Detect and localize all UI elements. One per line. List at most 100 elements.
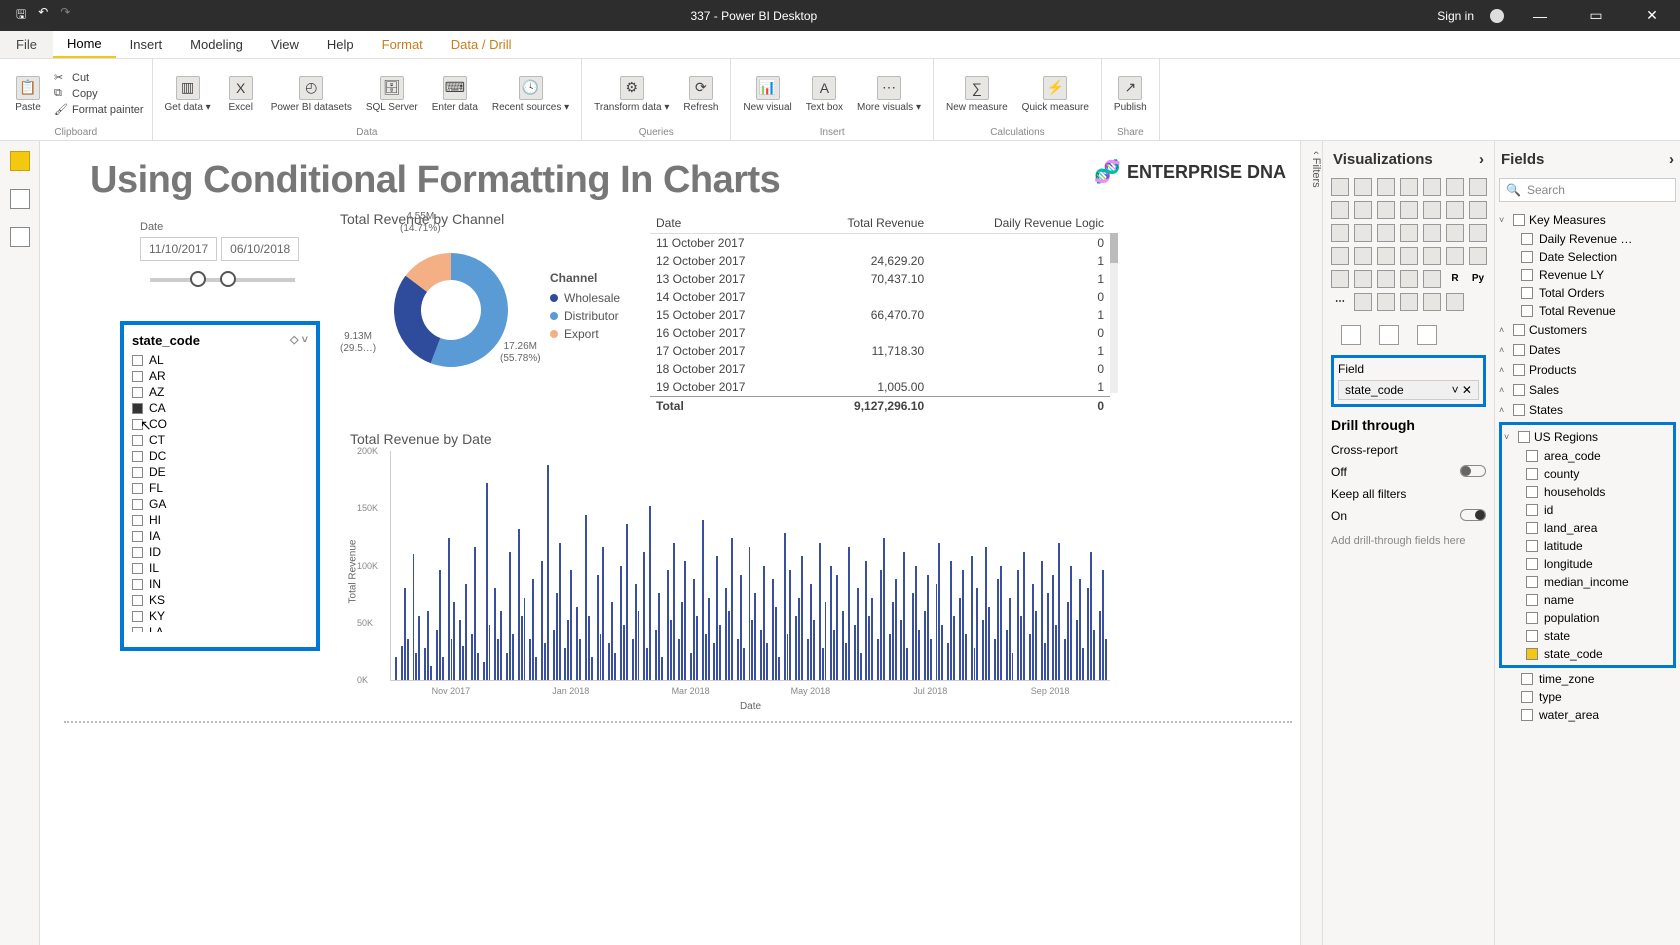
column-bar[interactable]: [620, 566, 622, 681]
column-bar[interactable]: [667, 570, 669, 680]
column-bar[interactable]: [941, 625, 943, 680]
report-view-icon[interactable]: [10, 151, 30, 171]
viz-type-icon[interactable]: [1400, 201, 1418, 219]
keep-filters-toggle[interactable]: [1460, 509, 1486, 521]
viz-type-icon[interactable]: [1423, 224, 1441, 242]
slicer-item[interactable]: IN: [132, 576, 308, 592]
column-bar[interactable]: [451, 639, 453, 680]
vis-pane-collapse-icon[interactable]: ›: [1479, 151, 1484, 168]
redo-icon[interactable]: ↷: [60, 5, 70, 26]
column-bar[interactable]: [1032, 584, 1034, 680]
column-bar[interactable]: [509, 552, 511, 680]
slicer-item[interactable]: IA: [132, 528, 308, 544]
table-node[interactable]: ˄Dates: [1499, 340, 1676, 360]
viz-type-icon[interactable]: [1423, 270, 1441, 288]
column-bar[interactable]: [813, 620, 815, 680]
tab-help[interactable]: Help: [313, 31, 368, 58]
column-bar[interactable]: [658, 593, 660, 680]
column-bar[interactable]: [462, 646, 464, 680]
column-bar[interactable]: [649, 506, 651, 680]
publish-button[interactable]: ↗Publish: [1110, 74, 1151, 115]
column-bar[interactable]: [655, 630, 657, 680]
column-bar[interactable]: [1006, 630, 1008, 680]
column-bar[interactable]: [570, 570, 572, 680]
copy-button[interactable]: ⧉Copy: [54, 87, 144, 101]
undo-icon[interactable]: ↶: [38, 5, 48, 26]
column-bar[interactable]: [965, 634, 967, 680]
column-bar[interactable]: [684, 561, 686, 680]
column-bar[interactable]: [459, 620, 461, 680]
column-bar[interactable]: [763, 566, 765, 681]
column-bar[interactable]: [608, 643, 610, 680]
field-leaf[interactable]: longitude: [1504, 555, 1671, 573]
tab-modeling[interactable]: Modeling: [176, 31, 257, 58]
column-bar[interactable]: [1058, 543, 1060, 680]
field-leaf[interactable]: households: [1504, 483, 1671, 501]
column-bar[interactable]: [740, 575, 742, 680]
viz-type-icon[interactable]: [1377, 178, 1395, 196]
slicer-eraser-icon[interactable]: ◇ ˅: [290, 333, 308, 348]
field-leaf[interactable]: median_income: [1504, 573, 1671, 591]
new-visual-button[interactable]: 📊New visual: [739, 74, 795, 115]
column-bar[interactable]: [892, 602, 894, 680]
column-bar[interactable]: [576, 607, 578, 680]
column-bar[interactable]: [895, 579, 897, 680]
field-leaf[interactable]: water_area: [1499, 706, 1676, 724]
transform-data-button[interactable]: ⚙Transform data ▾: [590, 74, 673, 115]
column-bar[interactable]: [1105, 639, 1107, 680]
column-bar[interactable]: [1099, 611, 1101, 680]
column-bar[interactable]: [889, 634, 891, 680]
maximize-button[interactable]: ▭: [1576, 7, 1616, 24]
column-bar[interactable]: [395, 657, 397, 680]
column-bar[interactable]: [500, 611, 502, 680]
column-bar[interactable]: [693, 579, 695, 680]
viz-type-icon[interactable]: [1423, 201, 1441, 219]
column-bar[interactable]: [751, 620, 753, 680]
column-bar[interactable]: [912, 593, 914, 680]
column-bar[interactable]: [670, 620, 672, 680]
column-bar[interactable]: [915, 566, 917, 681]
column-bar[interactable]: [591, 657, 593, 680]
slicer-item[interactable]: GA: [132, 496, 308, 512]
column-bar[interactable]: [681, 602, 683, 680]
column-bar[interactable]: [413, 554, 415, 680]
column-bar[interactable]: [877, 639, 879, 680]
column-bar[interactable]: [643, 552, 645, 680]
column-bar[interactable]: [430, 666, 432, 680]
slicer-item[interactable]: CO: [132, 416, 308, 432]
column-bar[interactable]: [988, 607, 990, 680]
slicer-item[interactable]: FL: [132, 480, 308, 496]
cut-button[interactable]: ✂Cut: [54, 71, 144, 85]
column-bar[interactable]: [427, 611, 429, 680]
field-leaf[interactable]: population: [1504, 609, 1671, 627]
column-bar[interactable]: [623, 625, 625, 680]
column-bar[interactable]: [778, 657, 780, 680]
column-bar[interactable]: [906, 648, 908, 680]
column-bar[interactable]: [521, 616, 523, 680]
column-bar[interactable]: [825, 602, 827, 680]
signin-button[interactable]: Sign in: [1437, 9, 1474, 23]
column-bar[interactable]: [833, 630, 835, 680]
column-bar[interactable]: [635, 584, 637, 680]
column-bar[interactable]: [1052, 575, 1054, 680]
analytics-tab-icon[interactable]: [1417, 325, 1437, 345]
column-bar[interactable]: [1090, 552, 1092, 680]
field-well-value[interactable]: state_code˅ ✕: [1338, 380, 1479, 400]
column-bar[interactable]: [600, 634, 602, 680]
column-bar[interactable]: [471, 634, 473, 680]
column-bar[interactable]: [1076, 620, 1078, 680]
new-measure-button[interactable]: ∑New measure: [942, 74, 1012, 115]
file-tab[interactable]: File: [0, 31, 53, 58]
slicer-item[interactable]: AR: [132, 368, 308, 384]
column-bar[interactable]: [836, 575, 838, 680]
column-bar[interactable]: [407, 639, 409, 680]
viz-type-icon[interactable]: [1377, 270, 1395, 288]
column-bar[interactable]: [506, 653, 508, 680]
column-bar[interactable]: [524, 598, 526, 680]
column-bar[interactable]: [819, 543, 821, 680]
viz-type-icon[interactable]: [1423, 293, 1441, 311]
column-bar[interactable]: [588, 616, 590, 680]
column-bar[interactable]: [529, 639, 531, 680]
drill-placeholder[interactable]: Add drill-through fields here: [1331, 527, 1486, 555]
viz-type-icon[interactable]: [1400, 270, 1418, 288]
